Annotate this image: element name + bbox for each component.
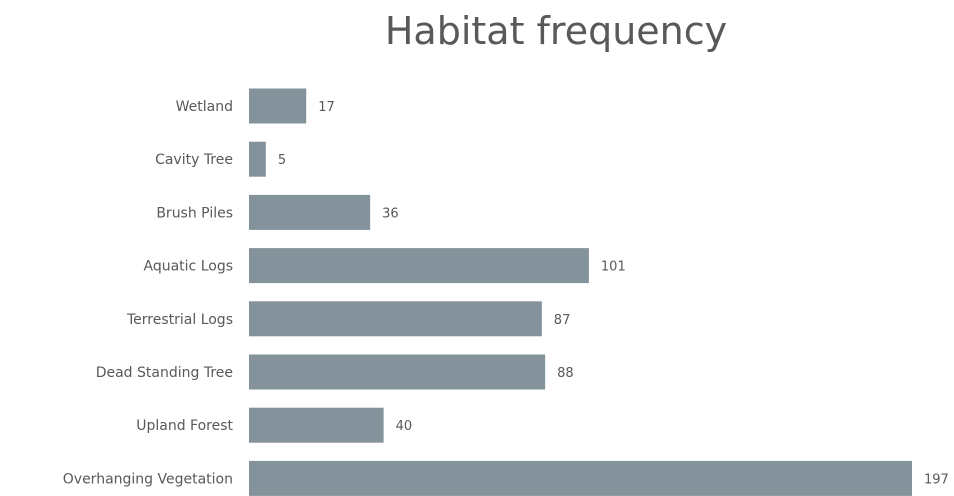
category-label-terrestrial-logs: Terrestrial Logs: [126, 312, 233, 328]
category-label-brush-piles: Brush Piles: [156, 205, 233, 221]
category-label-overhanging-vegetation: Overhanging Vegetation: [63, 471, 233, 487]
bar-brush-piles: [249, 194, 371, 230]
bar-dead-standing-tree: [249, 354, 546, 390]
value-label-brush-piles: 36: [382, 206, 399, 221]
value-label-wetland: 17: [318, 100, 335, 115]
category-label-aquatic-logs: Aquatic Logs: [144, 259, 234, 275]
value-label-cavity-tree: 5: [278, 153, 286, 168]
value-label-overhanging-vegetation: 197: [924, 472, 949, 487]
value-label-aquatic-logs: 101: [601, 260, 626, 275]
value-label-dead-standing-tree: 88: [557, 366, 574, 381]
bar-upland-forest: [249, 407, 384, 443]
value-label-upland-forest: 40: [396, 419, 413, 434]
bar-wetland: [249, 88, 307, 124]
category-label-dead-standing-tree: Dead Standing Tree: [96, 365, 233, 381]
bar-cavity-tree: [249, 141, 266, 177]
bar-terrestrial-logs: [249, 301, 542, 337]
category-label-wetland: Wetland: [176, 99, 233, 115]
category-label-cavity-tree: Cavity Tree: [155, 152, 233, 168]
bar-aquatic-logs: [249, 248, 589, 284]
bar-group: Wetland 17 Cavity Tree 5 Brush Piles 36 Aquati…: [63, 88, 949, 496]
value-label-terrestrial-logs: 87: [554, 313, 571, 328]
category-label-upland-forest: Upland Forest: [136, 418, 233, 434]
bar-overhanging-vegetation: [249, 460, 912, 496]
chart-title: Habitat frequency: [385, 9, 727, 53]
